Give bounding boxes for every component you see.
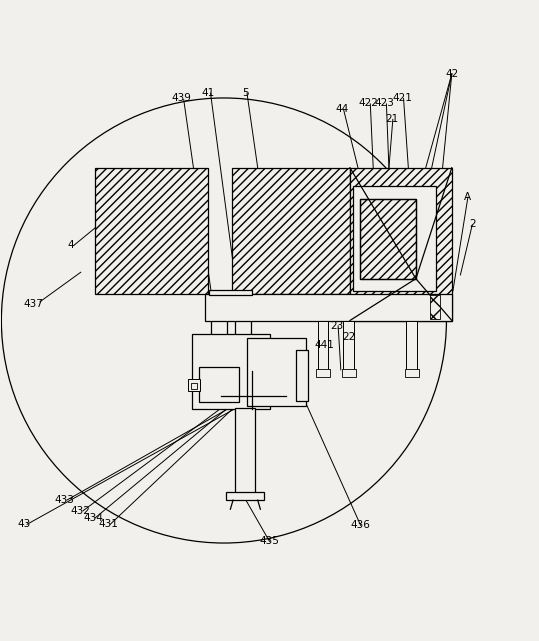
Bar: [210, 290, 252, 296]
Bar: [205, 294, 452, 320]
Bar: [360, 199, 416, 279]
Bar: [353, 187, 436, 291]
Bar: [406, 320, 417, 371]
Text: 436: 436: [351, 520, 371, 530]
Text: 5: 5: [242, 88, 248, 97]
Text: 42: 42: [445, 69, 459, 79]
Bar: [247, 338, 306, 406]
Bar: [192, 334, 270, 409]
Bar: [296, 350, 308, 401]
Text: 423: 423: [375, 98, 395, 108]
Bar: [234, 292, 251, 388]
Bar: [199, 367, 239, 402]
Polygon shape: [350, 168, 452, 320]
Bar: [405, 369, 419, 377]
Text: 41: 41: [201, 88, 215, 97]
Bar: [343, 320, 354, 371]
Text: 2: 2: [469, 219, 475, 229]
Text: 433: 433: [55, 495, 74, 505]
Bar: [95, 168, 208, 294]
Bar: [234, 408, 255, 495]
Bar: [318, 320, 328, 371]
Text: 421: 421: [392, 93, 412, 103]
Text: 439: 439: [171, 93, 191, 103]
Text: 44: 44: [335, 104, 349, 113]
Text: 422: 422: [359, 98, 378, 108]
Bar: [342, 369, 356, 377]
Bar: [316, 369, 330, 377]
Bar: [232, 168, 350, 294]
Bar: [188, 379, 200, 391]
Text: 432: 432: [71, 506, 91, 516]
Bar: [225, 492, 264, 500]
Text: 441: 441: [314, 340, 334, 349]
Bar: [360, 199, 416, 279]
Bar: [430, 296, 440, 319]
Bar: [211, 292, 226, 388]
Text: A: A: [464, 192, 472, 202]
Text: 437: 437: [24, 299, 44, 310]
Text: 4: 4: [68, 240, 74, 251]
Text: 435: 435: [260, 537, 279, 546]
Text: 21: 21: [385, 114, 398, 124]
Text: 22: 22: [342, 331, 356, 342]
Text: 434: 434: [84, 513, 103, 523]
Text: 23: 23: [330, 321, 343, 331]
Text: 431: 431: [99, 519, 119, 529]
Text: 43: 43: [17, 519, 31, 529]
Bar: [191, 383, 197, 389]
